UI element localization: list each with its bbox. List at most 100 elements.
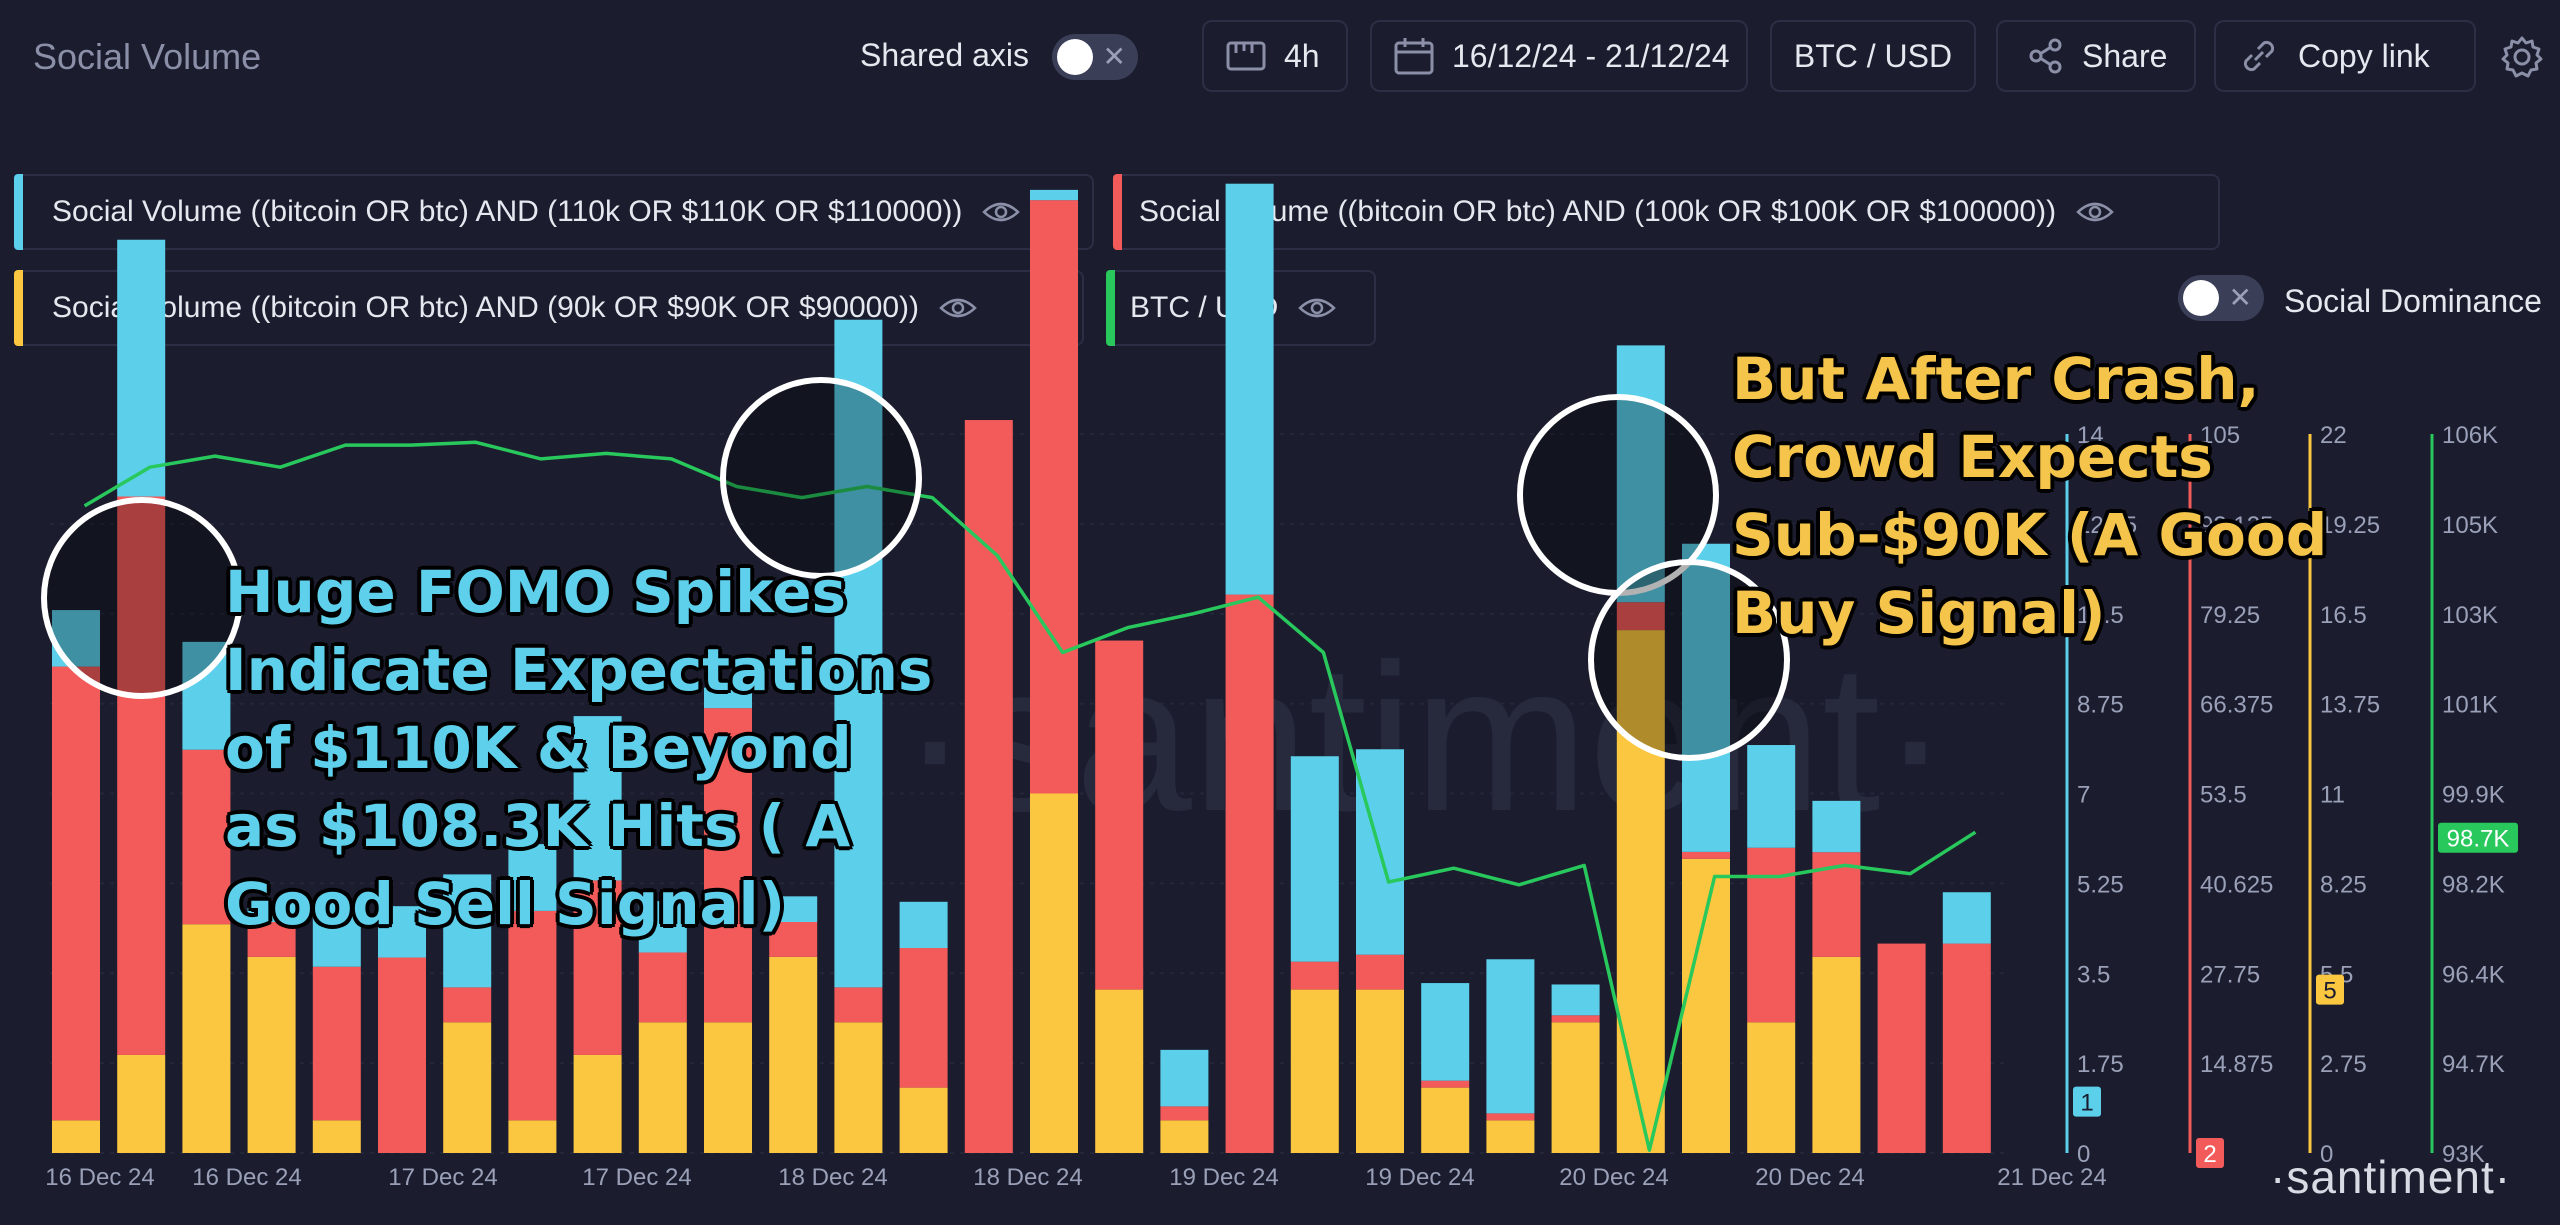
bar-segment — [1225, 183, 1274, 595]
bar-segment — [834, 1022, 883, 1153]
bar-segment — [1942, 892, 1991, 944]
shared-axis-toggle[interactable]: ✕ — [1052, 34, 1138, 80]
bar-segment — [247, 922, 296, 957]
annotation-buy-signal: But After Crash, Crowd Expects Sub-$90K … — [1732, 345, 2328, 647]
bar-segment — [899, 948, 948, 1088]
bar-segment — [1225, 594, 1274, 1153]
legend-color-swatch — [14, 174, 23, 250]
yellow-axis-tick: 13.75 — [2320, 692, 2380, 719]
bar-segment — [899, 901, 948, 949]
ruler-icon — [1226, 41, 1266, 71]
red-axis-tick: 79.25 — [2200, 602, 2260, 629]
bar-segment — [1812, 956, 1861, 1153]
bar-segment — [573, 716, 622, 881]
bar-segment — [182, 641, 231, 750]
bar-segment — [1290, 961, 1339, 990]
x-axis-tick: 19 Dec 24 — [1365, 1164, 1474, 1191]
bar-segment — [117, 496, 166, 1055]
blue-axis-tick: 0 — [2077, 1141, 2090, 1168]
bar-segment — [1682, 858, 1730, 1153]
bar-segment — [117, 1054, 166, 1153]
bar-segment — [508, 910, 557, 1121]
bar-segment — [312, 966, 361, 1121]
red-axis-tick: 40.625 — [2200, 871, 2273, 898]
bar-segment — [312, 1120, 361, 1153]
bar-segment — [1877, 943, 1926, 1153]
settings-button[interactable] — [2500, 35, 2544, 84]
toolbar: Social Volume Shared axis ✕ 4h 16/12/24 … — [0, 0, 2560, 115]
green-axis-tick: 93K — [2442, 1141, 2485, 1168]
eye-icon[interactable] — [982, 200, 1021, 224]
bar-segment — [1616, 630, 1665, 1153]
bar-segment — [117, 239, 166, 497]
bar-segment — [769, 896, 818, 923]
bar-segment — [1551, 1022, 1600, 1153]
bar-segment — [1421, 983, 1470, 1081]
bar-segment — [638, 952, 687, 1023]
green-axis-tick: 98.2K — [2442, 871, 2505, 898]
bar-segment — [1290, 989, 1339, 1153]
legend-color-swatch — [14, 270, 23, 346]
bar-segment — [1616, 602, 1665, 631]
date-range-button[interactable]: 16/12/24 - 21/12/24 — [1370, 20, 1748, 92]
link-icon — [2243, 40, 2275, 72]
highlight-circle — [41, 497, 243, 699]
legend-item-90k[interactable]: Social Volume ((bitcoin OR btc) AND (90k… — [14, 270, 1084, 346]
share-icon — [2029, 38, 2062, 74]
bar-segment — [1030, 793, 1078, 1153]
eye-icon[interactable] — [1298, 296, 1337, 320]
eye-icon[interactable] — [939, 296, 977, 320]
bar-segment — [704, 708, 752, 1023]
bar-segment — [52, 1120, 100, 1153]
legend-item-110k[interactable]: Social Volume ((bitcoin OR btc) AND (110… — [14, 174, 1094, 250]
blue-axis-tick: 12.25 — [2077, 512, 2137, 539]
bar-segment — [899, 1087, 948, 1153]
bar-segment — [1747, 745, 1796, 848]
gear-icon — [2501, 36, 2543, 78]
close-icon: ✕ — [1102, 41, 1126, 72]
blue-axis-tick: 3.5 — [2077, 961, 2110, 988]
bar-segment — [1486, 959, 1535, 1114]
bar-segment — [704, 1022, 752, 1153]
x-axis-tick: 17 Dec 24 — [388, 1164, 497, 1191]
close-icon: ✕ — [2228, 282, 2252, 313]
share-button[interactable]: Share — [1996, 20, 2196, 92]
green-axis-tick: 94.7K — [2442, 1051, 2505, 1078]
bar-segment — [443, 874, 492, 988]
copy-link-button[interactable]: Copy link — [2214, 20, 2476, 92]
calendar-icon — [1394, 38, 1434, 75]
green-axis-badge-label: 98.7K — [2447, 826, 2510, 853]
blue-axis-badge-label: 1 — [2080, 1090, 2093, 1117]
bar-segment — [1942, 943, 1991, 1153]
x-axis-tick: 18 Dec 24 — [973, 1164, 1082, 1191]
pair-button[interactable]: BTC / USD — [1770, 20, 1976, 92]
x-axis-tick: 20 Dec 24 — [1559, 1164, 1668, 1191]
bar-segment — [573, 1054, 622, 1153]
btc-usd-line — [83, 440, 1977, 1152]
blue-axis-tick: 5.25 — [2077, 871, 2124, 898]
bar-segment — [704, 687, 752, 709]
red-axis-tick: 105 — [2200, 422, 2240, 449]
bar-segment — [1160, 1049, 1209, 1107]
eye-icon[interactable] — [2076, 200, 2114, 224]
highlight-circle — [1588, 559, 1790, 761]
bar-segment — [312, 899, 361, 967]
social-dominance-toggle[interactable]: ✕ — [2178, 275, 2264, 321]
x-axis-tick: 20 Dec 24 — [1755, 1164, 1864, 1191]
bar-layer — [52, 183, 1991, 1154]
interval-button[interactable]: 4h — [1202, 20, 1348, 92]
green-axis-tick: 101K — [2442, 692, 2498, 719]
bar-segment — [1160, 1106, 1209, 1121]
blue-axis-tick: 10.5 — [2077, 602, 2124, 629]
btc-line-layer — [83, 440, 1977, 1152]
red-axis-badge-label: 2 — [2203, 1141, 2216, 1168]
legend-color-swatch — [1106, 270, 1115, 346]
yellow-axis-tick: 22 — [2320, 422, 2347, 449]
blue-axis-tick: 1.75 — [2077, 1051, 2124, 1078]
bar-segment — [573, 880, 622, 1055]
yellow-axis-badge — [2316, 974, 2344, 1005]
legend-item-100k[interactable]: Social Volume ((bitcoin OR btc) AND (100… — [1113, 174, 2220, 250]
shared-axis-label: Shared axis — [860, 37, 1029, 73]
bar-segment — [638, 901, 687, 953]
